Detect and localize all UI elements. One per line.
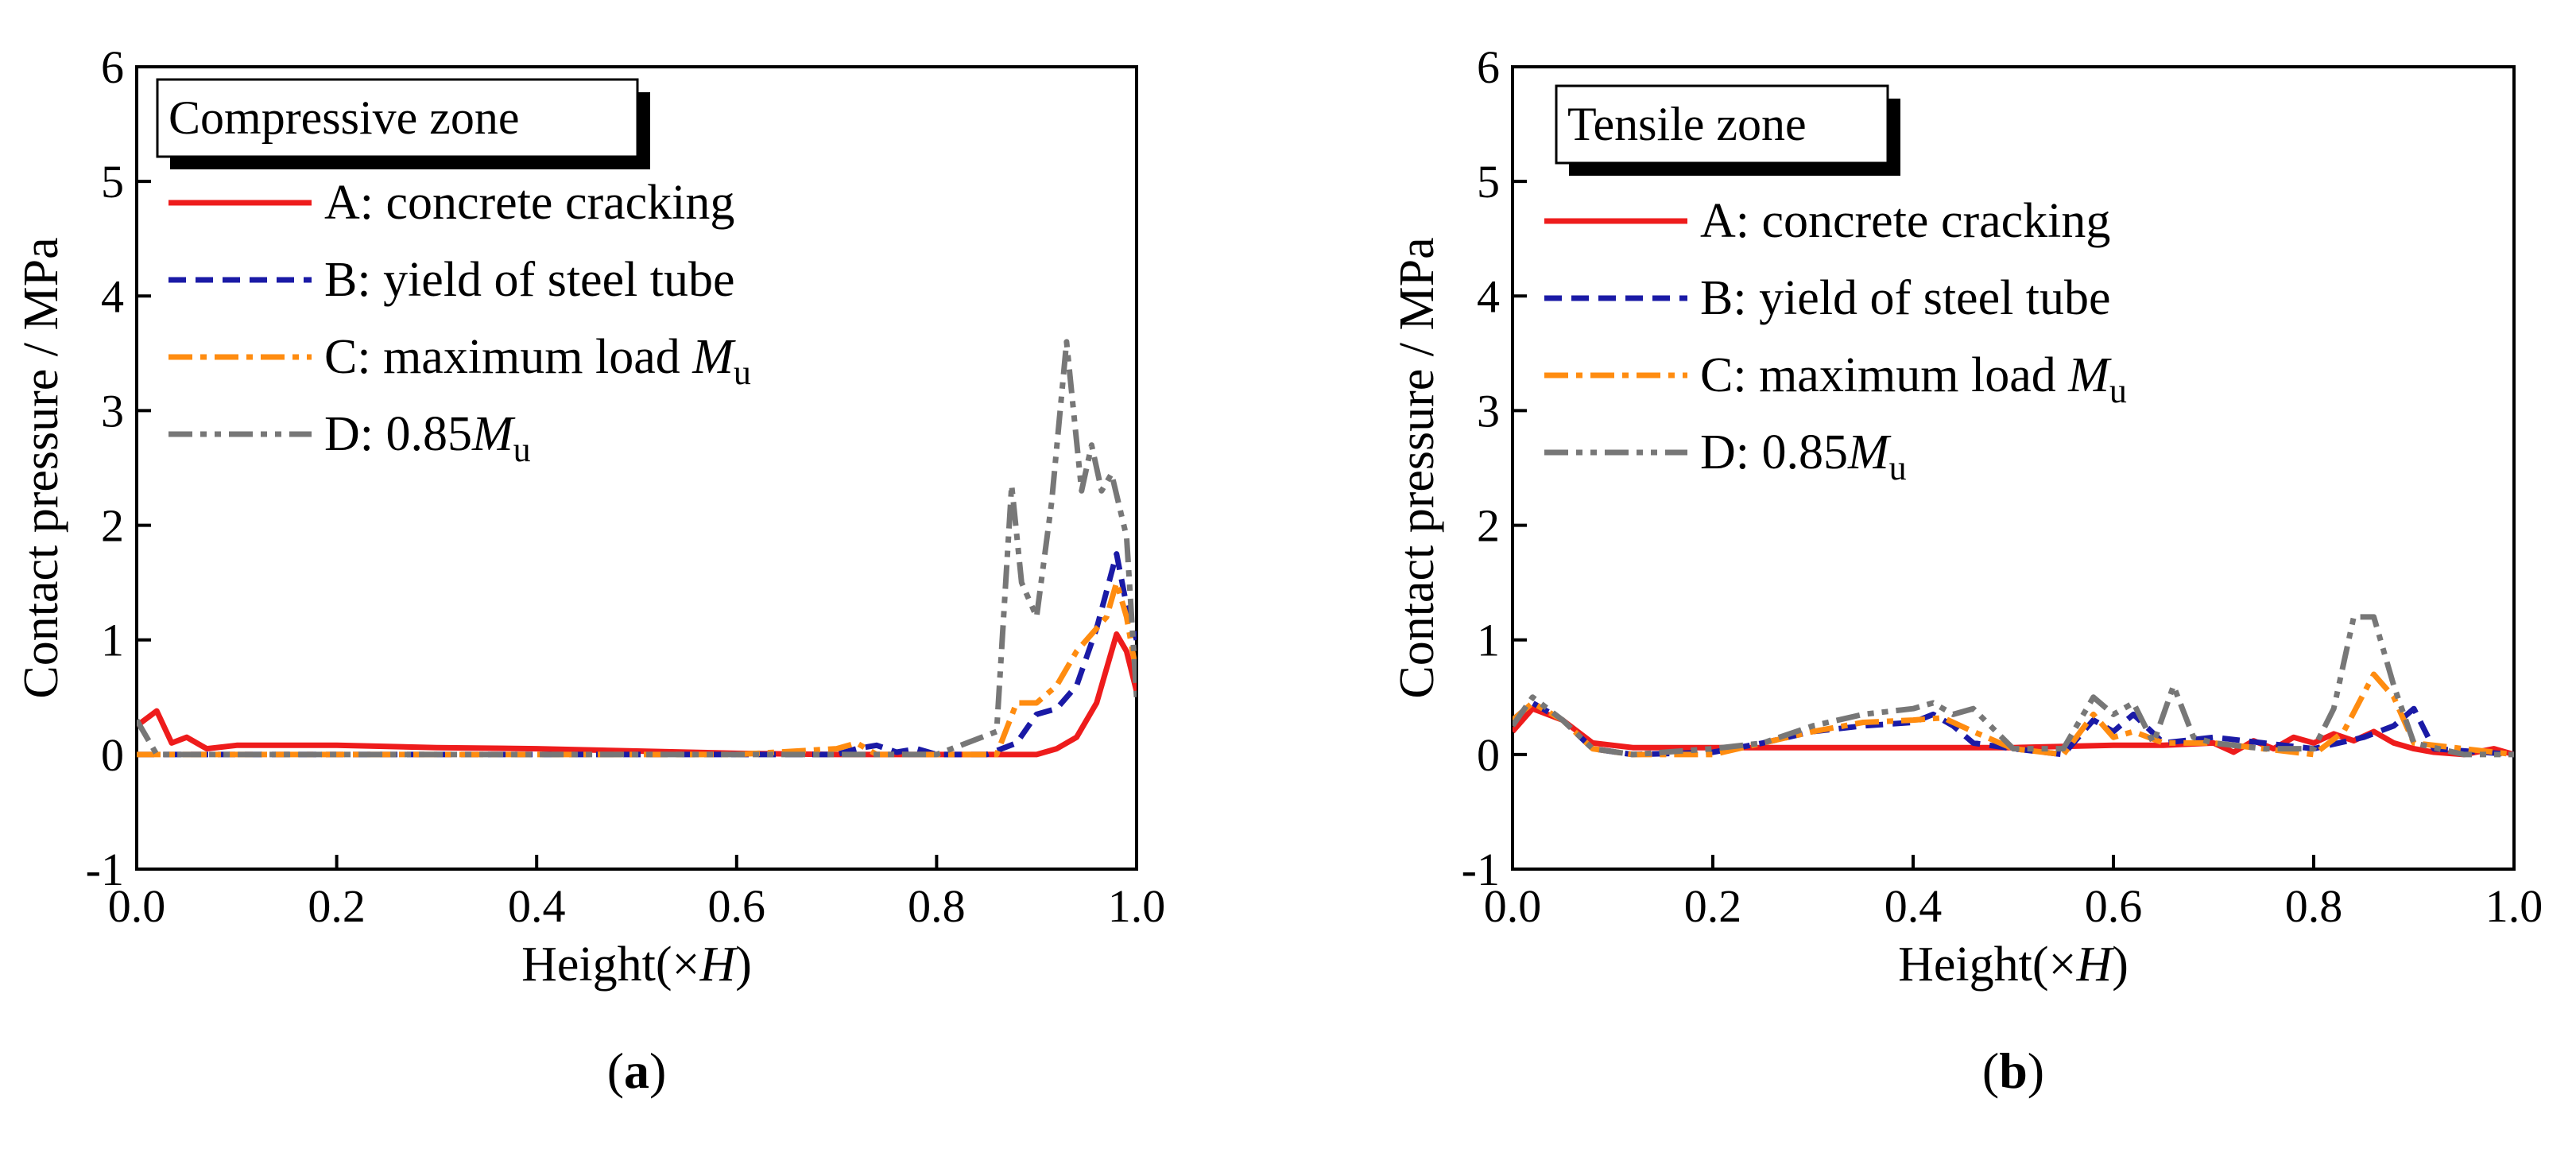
x-tick-label: 0.6: [708, 880, 766, 932]
series-line-c: [137, 580, 1137, 758]
y-tick-label: 6: [1477, 41, 1500, 93]
x-tick-label: 0.8: [2285, 880, 2343, 932]
series-lines: [137, 339, 1137, 758]
x-axis-label: Height(×H): [521, 937, 752, 992]
y-tick-label: 4: [1477, 270, 1500, 322]
x-tick-label: 0.0: [108, 880, 166, 932]
y-tick-label: 5: [1477, 156, 1500, 208]
plot-frame: [135, 65, 1138, 871]
x-tick-label: 1.0: [1108, 880, 1166, 932]
legend-label-c: C: maximum load Mu: [1700, 348, 2127, 410]
y-tick-label: 3: [101, 385, 124, 437]
y-axis-label: Contact pressure / MPa: [1390, 237, 1444, 698]
legend-label-d: D: 0.85Mu: [1700, 425, 1907, 487]
zone-label: Compressive zone: [169, 91, 520, 144]
legend-label-c: C: maximum load Mu: [324, 330, 751, 392]
y-tick-label: 0: [1477, 729, 1500, 781]
x-tick-label: 0.8: [908, 880, 966, 932]
chart-panel-b: 0.0 0.2 0.4 0.6 0.8 1.0 -1 0 1 2 3 4 5 6 Height(×H) Con…: [1390, 41, 2543, 1099]
series-line-c: [1513, 671, 2514, 758]
panel-label: (a): [607, 1042, 667, 1099]
series-line-a: [137, 631, 1137, 758]
x-tick-label: 0.6: [2085, 880, 2143, 932]
y-tick-label: -1: [86, 844, 124, 895]
y-tick-label: 5: [101, 156, 124, 208]
panel-label: (b): [1982, 1042, 2044, 1099]
y-tick-label: -1: [1462, 844, 1500, 895]
legend-label-a: A: concrete cracking: [324, 176, 734, 230]
y-tick-label: 1: [1477, 615, 1500, 666]
x-axis-label: Height(×H): [1898, 937, 2129, 992]
series-lines: [1513, 614, 2514, 758]
chart-panel-a: 0.0 0.2 0.4 0.6 0.8 1.0 -1 0 1 2 3 4 5 6 Height(×H) Con…: [14, 41, 1165, 1099]
zone-label: Tensile zone: [1567, 98, 1807, 150]
x-tick-label: 0.0: [1484, 880, 1542, 932]
x-tick-label: 1.0: [2485, 880, 2543, 932]
plot-frame: [1511, 65, 2516, 871]
series-line-b: [137, 551, 1137, 758]
legend-label-d: D: 0.85Mu: [324, 407, 531, 469]
zone-label-box: [156, 78, 639, 158]
legend-label-b: B: yield of steel tube: [324, 253, 735, 307]
series-line-d: [1513, 614, 2514, 758]
x-tick-label: 0.4: [1885, 880, 1943, 932]
y-tick-label: 4: [101, 270, 124, 322]
y-tick-label: 1: [101, 615, 124, 666]
y-tick-label: 0: [101, 729, 124, 781]
x-tick-label: 0.4: [508, 880, 566, 932]
y-tick-label: 2: [1477, 500, 1500, 552]
y-tick-label: 6: [101, 41, 124, 93]
legend-label-b: B: yield of steel tube: [1700, 271, 2111, 325]
y-tick-label: 2: [101, 500, 124, 552]
x-tick-label: 0.2: [1684, 880, 1742, 932]
zone-label-box: [1555, 84, 1889, 165]
series-line-d: [137, 339, 1137, 758]
x-tick-label: 0.2: [308, 880, 366, 932]
y-axis-label: Contact pressure / MPa: [14, 237, 68, 698]
legend-label-a: A: concrete cracking: [1700, 194, 2110, 248]
y-tick-label: 3: [1477, 385, 1500, 437]
